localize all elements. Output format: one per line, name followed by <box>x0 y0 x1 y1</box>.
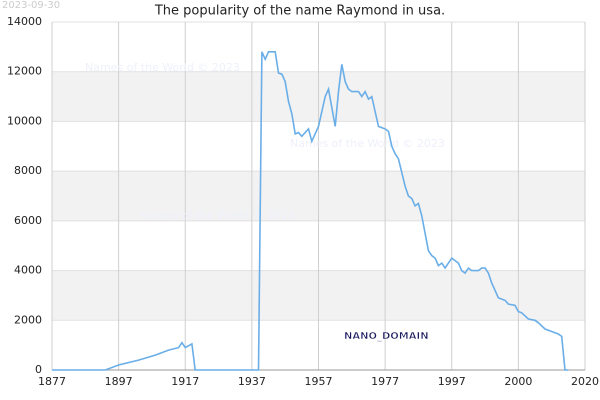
watermark: Names of the World © 2023 <box>85 61 240 74</box>
watermark: Names of the World © 2023 <box>140 209 295 222</box>
y-tick-label: 2000 <box>14 313 42 326</box>
x-tick-label: 1877 <box>38 375 66 388</box>
y-tick-label: 14000 <box>7 15 42 28</box>
date-stamp: 2023-09-30 <box>2 0 60 11</box>
x-tick-label: 1957 <box>305 375 333 388</box>
y-tick-label: 4000 <box>14 264 42 277</box>
annotation: NANO_DOMAIN <box>344 331 429 342</box>
x-tick-label: 1917 <box>171 375 199 388</box>
y-tick-label: 10000 <box>7 114 42 127</box>
x-tick-label: 1937 <box>238 375 266 388</box>
chart-title: The popularity of the name Raymond in us… <box>154 4 445 19</box>
y-tick-label: 0 <box>35 363 42 376</box>
y-tick-label: 8000 <box>14 164 42 177</box>
data-line <box>52 51 569 371</box>
x-tick-label: 1977 <box>371 375 399 388</box>
watermark: Names of the World © 2023 <box>290 137 445 150</box>
x-tick-label: 1897 <box>105 375 133 388</box>
x-tick-label: 2020 <box>571 375 599 388</box>
x-tick-label: 1997 <box>438 375 466 388</box>
y-tick-label: 12000 <box>7 65 42 78</box>
x-tick-label: 2000 <box>504 375 532 388</box>
y-tick-label: 6000 <box>14 214 42 227</box>
